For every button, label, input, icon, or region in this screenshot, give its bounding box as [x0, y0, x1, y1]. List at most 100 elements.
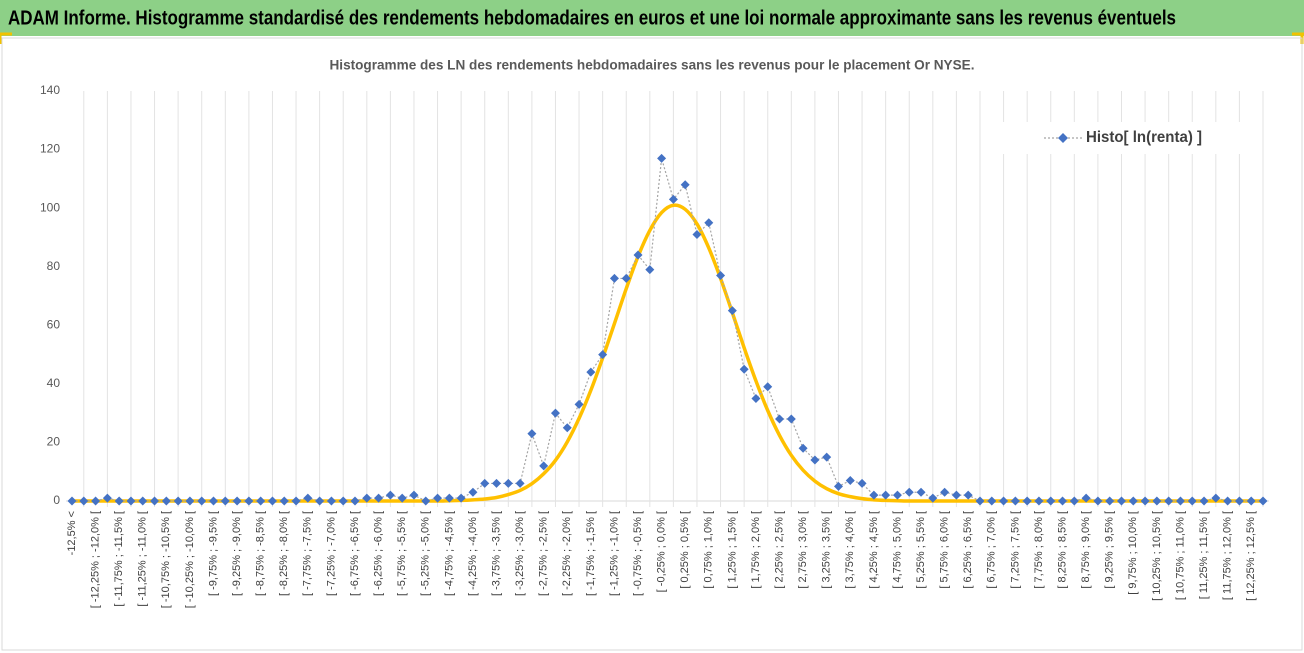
x-tick-label: [ 11,25% ; 11,5% [	[1198, 511, 1210, 599]
data-point	[645, 265, 655, 275]
data-point	[409, 490, 419, 500]
data-point	[1234, 496, 1244, 506]
data-point	[1140, 496, 1150, 506]
x-tick-label: [ -5,75% ; -5,5% [	[396, 511, 408, 596]
data-point	[1187, 496, 1197, 506]
x-tick-label: [ -9,25% ; -9,0% [	[231, 511, 243, 596]
data-point	[1258, 496, 1268, 506]
x-tick-label: [ -1,25% ; -1,0% [	[608, 511, 620, 596]
x-tick-label: [ -2,75% ; -2,5% [	[538, 511, 550, 596]
data-point	[775, 414, 785, 424]
x-tick-label: [ -2,25% ; -2,0% [	[561, 511, 573, 596]
data-point	[456, 493, 466, 503]
data-point	[279, 496, 289, 506]
x-tick-label: [ 5,75% ; 6,0% [	[939, 511, 951, 589]
data-point	[845, 476, 855, 485]
data-point	[940, 487, 950, 497]
data-point	[550, 408, 560, 418]
x-tick-label: [ -4,75% ; -4,5% [	[443, 511, 455, 596]
x-tick-label: [ 0,75% ; 1,0% [	[703, 511, 715, 589]
data-point	[374, 493, 384, 503]
x-tick-label: -12,5% <	[66, 511, 78, 555]
x-tick-label: [ -1,75% ; -1,5% [	[585, 511, 597, 596]
grid	[66, 91, 1269, 507]
data-point	[197, 496, 207, 506]
data-point	[999, 496, 1009, 506]
x-tick-label: [ 2,75% ; 3,0% [	[797, 511, 809, 589]
data-point	[291, 496, 301, 506]
data-point	[1010, 496, 1020, 506]
data-point	[326, 496, 336, 506]
y-tick-label: 120	[40, 142, 60, 156]
x-tick-label: [ 11,75% ; 12,0% [	[1222, 511, 1234, 600]
data-point	[975, 496, 985, 506]
data-point	[987, 496, 997, 506]
data-point	[916, 487, 926, 497]
x-tick-label: [ 4,75% ; 5,0% [	[891, 511, 903, 589]
data-point	[350, 496, 360, 506]
data-point	[468, 487, 478, 497]
x-tick-label: [ 0,25% ; 0,5% [	[679, 511, 691, 589]
data-point	[527, 429, 537, 439]
data-point	[67, 496, 77, 506]
series-line	[72, 158, 1263, 502]
x-tick-label: [ -6,75% ; -6,5% [	[349, 511, 361, 596]
x-tick-label: [ 6,75% ; 7,0% [	[986, 511, 998, 589]
chart-title: Histogramme des LN des rendements hebdom…	[330, 57, 975, 73]
data-point	[1175, 496, 1185, 506]
data-point	[822, 452, 832, 462]
data-point	[209, 496, 219, 506]
data-point	[1116, 496, 1126, 506]
data-point	[444, 493, 454, 503]
x-tick-label: [ -12,25% ; -12,0% [	[89, 511, 101, 608]
data-point	[963, 490, 973, 500]
data-point	[680, 180, 690, 190]
data-point	[102, 493, 112, 503]
data-point	[503, 478, 513, 488]
data-point	[609, 273, 619, 283]
x-tick-label: [ 9,25% ; 9,5% [	[1104, 511, 1116, 589]
data-point	[786, 414, 796, 424]
x-tick-label: [ 1,75% ; 2,0% [	[750, 511, 762, 589]
y-tick-label: 80	[47, 259, 61, 273]
x-tick-label: [ -5,25% ; -5,0% [	[420, 511, 432, 596]
data-point	[704, 218, 714, 228]
data-point	[433, 493, 443, 503]
x-tick-label: [ -7,75% ; -7,5% [	[302, 511, 314, 596]
y-tick-label: 60	[47, 317, 61, 331]
data-point	[1164, 496, 1174, 506]
data-point	[1093, 496, 1103, 506]
chart-frame	[1, 37, 1303, 651]
x-tick-label: [ -3,75% ; -3,5% [	[490, 511, 502, 596]
data-point	[857, 478, 867, 488]
data-point	[315, 496, 325, 506]
data-point	[1034, 496, 1044, 506]
data-point	[621, 273, 631, 283]
data-point	[220, 496, 230, 506]
x-tick-label: [ 8,25% ; 8,5% [	[1056, 511, 1068, 589]
data-point	[492, 478, 502, 488]
x-tick-label: [ 5,25% ; 5,5% [	[915, 511, 927, 589]
x-tick-label: [ 1,25% ; 1,5% [	[726, 511, 738, 589]
x-tick-label: [ 10,25% ; 10,5% [	[1151, 511, 1163, 601]
x-tick-label: [ -10,25% ; -10,0% [	[184, 511, 196, 608]
data-point	[1081, 493, 1091, 503]
data-point	[1046, 496, 1056, 506]
x-tick-label: [ -0,75% ; -0,5% [	[632, 511, 644, 596]
data-point	[79, 496, 89, 506]
x-tick-label: [ -7,25% ; -7,0% [	[325, 511, 337, 596]
data-point	[951, 490, 961, 500]
data-point	[928, 493, 938, 503]
data-point	[150, 496, 160, 506]
x-tick-label: [ -8,25% ; -8,0% [	[278, 511, 290, 596]
x-tick-label: [ 9,75% ; 10,0% [	[1127, 511, 1139, 595]
data-point	[515, 478, 525, 488]
x-tick-label: [ 10,75% ; 11,0% [	[1174, 511, 1186, 600]
x-tick-label: [ -6,25% ; -6,0% [	[373, 511, 385, 596]
data-point	[185, 496, 195, 506]
data-point	[480, 478, 490, 488]
plot	[67, 153, 1268, 506]
data-point	[397, 493, 407, 503]
data-point	[244, 496, 254, 506]
